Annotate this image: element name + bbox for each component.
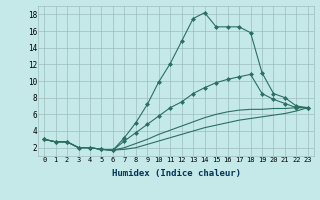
- X-axis label: Humidex (Indice chaleur): Humidex (Indice chaleur): [111, 169, 241, 178]
